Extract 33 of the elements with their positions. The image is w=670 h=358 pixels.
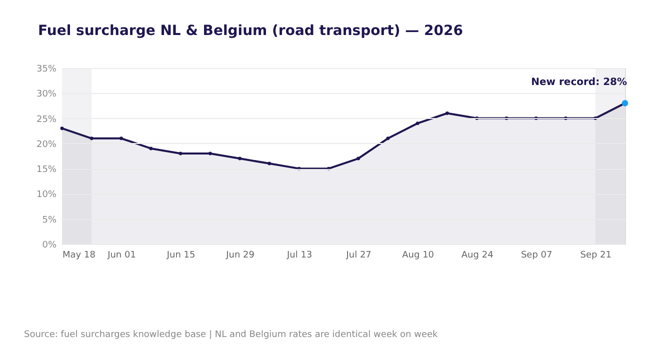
x-tick-label: Aug 10: [402, 250, 434, 260]
x-tick-label: Jul 27: [345, 250, 372, 260]
point: [60, 126, 64, 130]
x-tick-label: Jun 29: [225, 250, 255, 260]
point: [268, 162, 272, 166]
point: [416, 122, 420, 126]
x-tick-label: Jul 13: [286, 250, 312, 260]
annotation: New record: 28%: [531, 77, 627, 88]
point: [208, 152, 212, 156]
point: [386, 136, 390, 140]
x-tick-label: Jun 15: [166, 250, 196, 260]
point: [149, 146, 153, 150]
point: [238, 156, 242, 160]
y-tick-label: 30%: [36, 90, 57, 100]
x-tick-label: May 18: [62, 250, 96, 260]
y-tick-label: 5%: [42, 215, 57, 226]
x-tick-label: Sep 21: [580, 250, 612, 260]
y-tick-label: 15%: [36, 165, 57, 176]
y-tick-label: 0%: [42, 240, 57, 250]
point: [356, 156, 360, 160]
x-tick-label: Aug 24: [461, 250, 494, 260]
x-tick-label: Jun 01: [106, 250, 136, 260]
chart-title: Fuel surcharge NL & Belgium (road transport) — 2026: [38, 23, 463, 39]
point: [445, 112, 449, 115]
x-tick-label: Sep 07: [520, 250, 552, 260]
y-tick-label: 10%: [36, 190, 57, 200]
y-tick-label: 20%: [36, 140, 57, 150]
y-tick-label: 25%: [36, 114, 57, 125]
y-tick-label: 35%: [36, 64, 57, 74]
source-note: Source: fuel surcharges knowledge base | NL and Belgium rates are identical week on week: [24, 330, 439, 340]
point: [90, 136, 94, 140]
point: [178, 152, 182, 156]
point: [120, 136, 123, 140]
